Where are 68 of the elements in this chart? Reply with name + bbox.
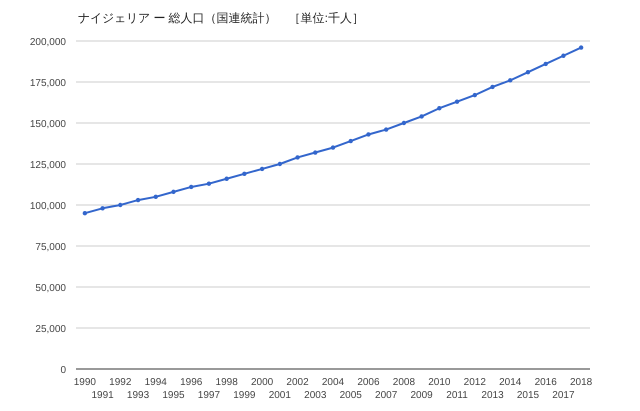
x-tick-label: 1995 [162,390,186,401]
x-tick-label: 1991 [91,390,114,401]
point [437,106,442,110]
point [313,150,318,155]
point [278,162,282,166]
point [454,99,460,104]
point [366,132,371,137]
x-tick-label: 2008 [392,377,416,388]
y-tick-label: 200,000 [30,37,66,48]
x-tick-label: 2011 [446,390,468,401]
point [295,155,300,160]
point [490,84,495,90]
x-tick-label: 2016 [534,377,558,388]
y-tick-label: 75,000 [35,242,66,253]
x-tick-label: 2000 [250,377,274,388]
x-tick-label: 1992 [109,377,132,388]
x-tick-label: 2012 [464,377,486,388]
x-tick-label: 2013 [481,390,504,401]
point [402,120,406,126]
y-tick-label: 150,000 [30,119,66,130]
point [543,62,548,66]
point [561,54,566,58]
point [224,176,229,181]
x-tick-label: 2003 [304,390,327,401]
x-tick-label: 2006 [357,377,380,388]
x-tick-label: 2018 [570,377,593,388]
point [384,127,388,132]
point [472,92,477,98]
x-tick-label: 1994 [144,377,168,388]
x-tick-label: 2004 [322,377,345,388]
point [330,145,336,150]
x-tick-label: 2010 [428,377,451,388]
point [100,206,105,210]
x-tick-label: 2015 [516,390,540,401]
y-tick-label: 25,000 [35,324,66,335]
x-tick-label: 2002 [286,377,310,388]
point [118,202,123,208]
y-tick-label: 0 [60,365,66,376]
x-tick-label: 1997 [198,390,220,401]
x-tick-label: 1999 [233,390,256,401]
point [189,184,194,190]
chart-title: ナイジェリア ー 総人口（国連統計） ［単位:千人］ [78,11,364,25]
x-tick-label: 1990 [74,377,96,388]
point [419,114,424,119]
y-tick-label: 175,000 [30,78,66,89]
point [578,45,584,50]
y-tick-label: 125,000 [30,160,66,171]
point [206,181,212,186]
point [348,138,353,144]
x-tick-label: 1993 [126,390,150,401]
y-tick-label: 50,000 [35,283,66,294]
x-tick-label: 2001 [268,390,292,401]
x-tick-label: 2017 [552,390,575,401]
x-tick-label: 2009 [410,390,434,401]
point [526,70,530,74]
point [508,78,512,83]
x-tick-label: 1998 [216,377,238,388]
point [171,190,176,194]
point [82,211,88,216]
point [136,198,140,202]
x-tick-label: 1996 [180,377,203,388]
point [154,194,158,199]
x-tick-label: 2014 [499,377,522,388]
point [260,166,264,172]
x-tick-label: 2007 [375,390,398,401]
y-tick-label: 100,000 [30,201,66,212]
x-tick-label: 2005 [340,390,362,401]
point [242,172,247,176]
